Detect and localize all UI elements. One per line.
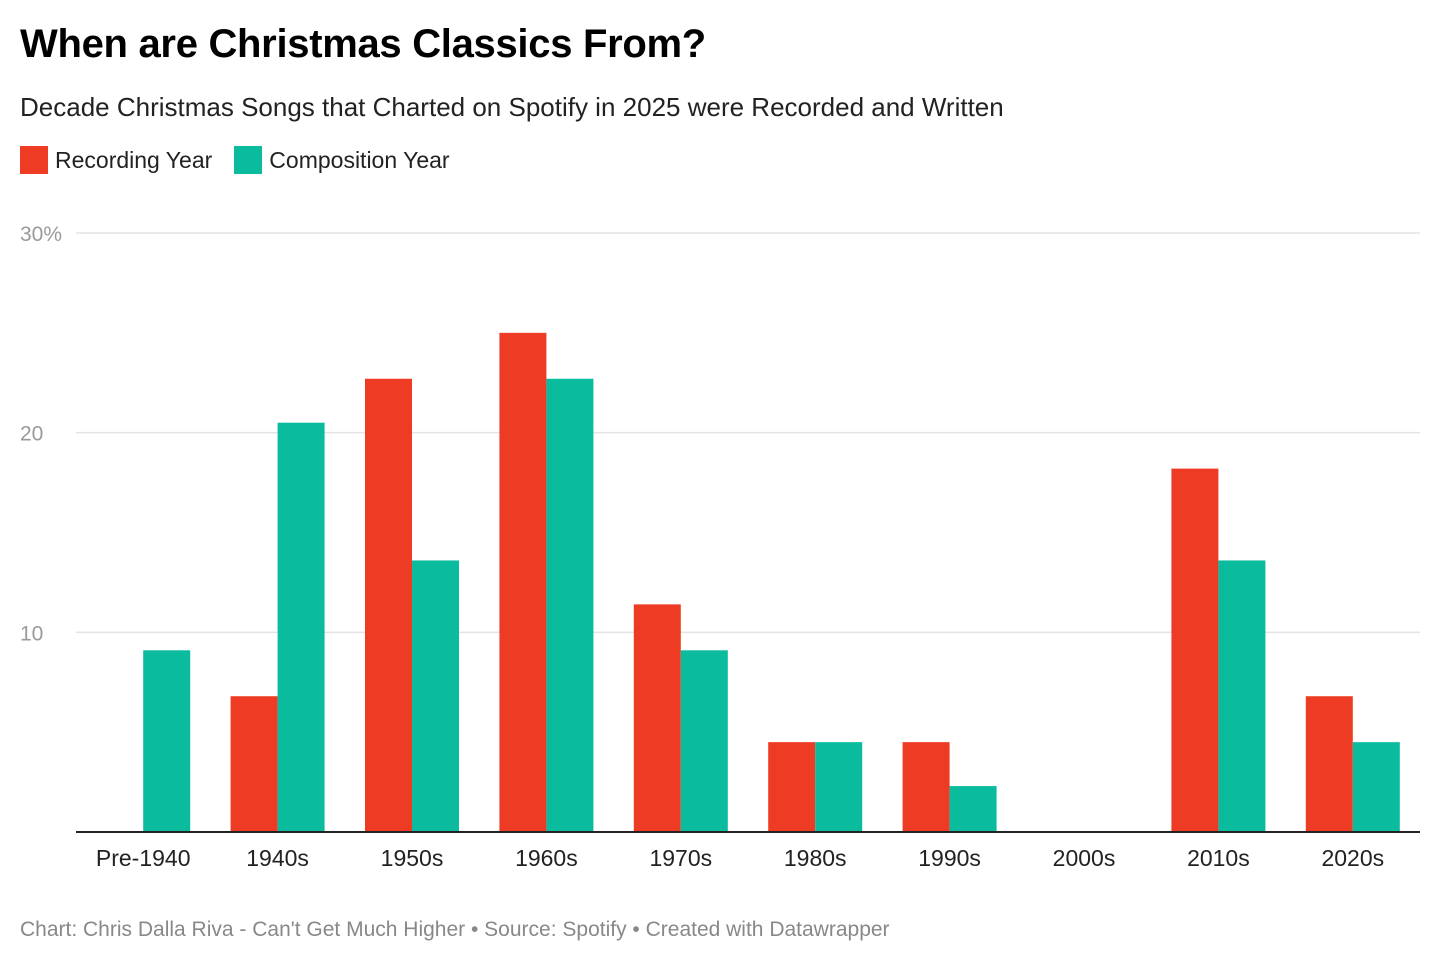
bar-composition-1990s: [949, 786, 997, 832]
x-tick-label-2020s: 2020s: [1321, 845, 1384, 871]
bar-recording-1990s: [902, 742, 950, 832]
y-tick-label-30: 30%: [20, 223, 62, 246]
x-tick-label-2000s: 2000s: [1053, 845, 1116, 871]
y-tick-label-10: 10: [20, 622, 43, 645]
y-tick-label-20: 20: [20, 423, 43, 446]
bar-composition-1950s: [412, 560, 459, 832]
bar-recording-1970s: [633, 604, 681, 832]
bar-composition-1970s: [680, 650, 728, 832]
bar-composition-pre-1940: [143, 650, 191, 832]
x-tick-label-1980s: 1980s: [784, 845, 847, 871]
legend-item-composition: Composition Year: [234, 146, 450, 174]
x-tick-label-1960s: 1960s: [515, 845, 578, 871]
chart-footer: Chart: Chris Dalla Riva - Can't Get Much…: [20, 918, 890, 941]
bar-recording-1960s: [499, 332, 547, 832]
x-tick-label-pre-1940: Pre-1940: [96, 845, 191, 871]
legend-label-composition: Composition Year: [269, 146, 450, 173]
bar-composition-1940s: [277, 422, 325, 832]
legend-item-recording: Recording Year: [20, 146, 212, 174]
chart-subtitle: Decade Christmas Songs that Charted on S…: [20, 92, 1004, 122]
bar-recording-2020s: [1305, 696, 1353, 832]
legend-swatch-composition: [234, 146, 263, 174]
bar-composition-1960s: [546, 378, 594, 832]
legend-swatch-recording: [20, 146, 48, 174]
bar-composition-1980s: [815, 742, 863, 832]
bar-composition-2010s: [1218, 560, 1266, 832]
x-tick-label-1970s: 1970s: [649, 845, 712, 871]
bar-recording-2010s: [1171, 468, 1219, 832]
bar-recording-1950s: [365, 378, 412, 832]
legend: Recording Year Composition Year: [20, 146, 472, 174]
chart-title: When are Christmas Classics From?: [20, 22, 706, 66]
bar-recording-1940s: [230, 696, 278, 832]
x-tick-label-2010s: 2010s: [1187, 845, 1250, 871]
bar-composition-2020s: [1352, 742, 1400, 832]
x-tick-label-1940s: 1940s: [246, 845, 309, 871]
x-tick-label-1990s: 1990s: [918, 845, 981, 871]
x-tick-label-1950s: 1950s: [381, 845, 444, 871]
bar-recording-1980s: [768, 742, 816, 832]
legend-label-recording: Recording Year: [55, 146, 213, 173]
